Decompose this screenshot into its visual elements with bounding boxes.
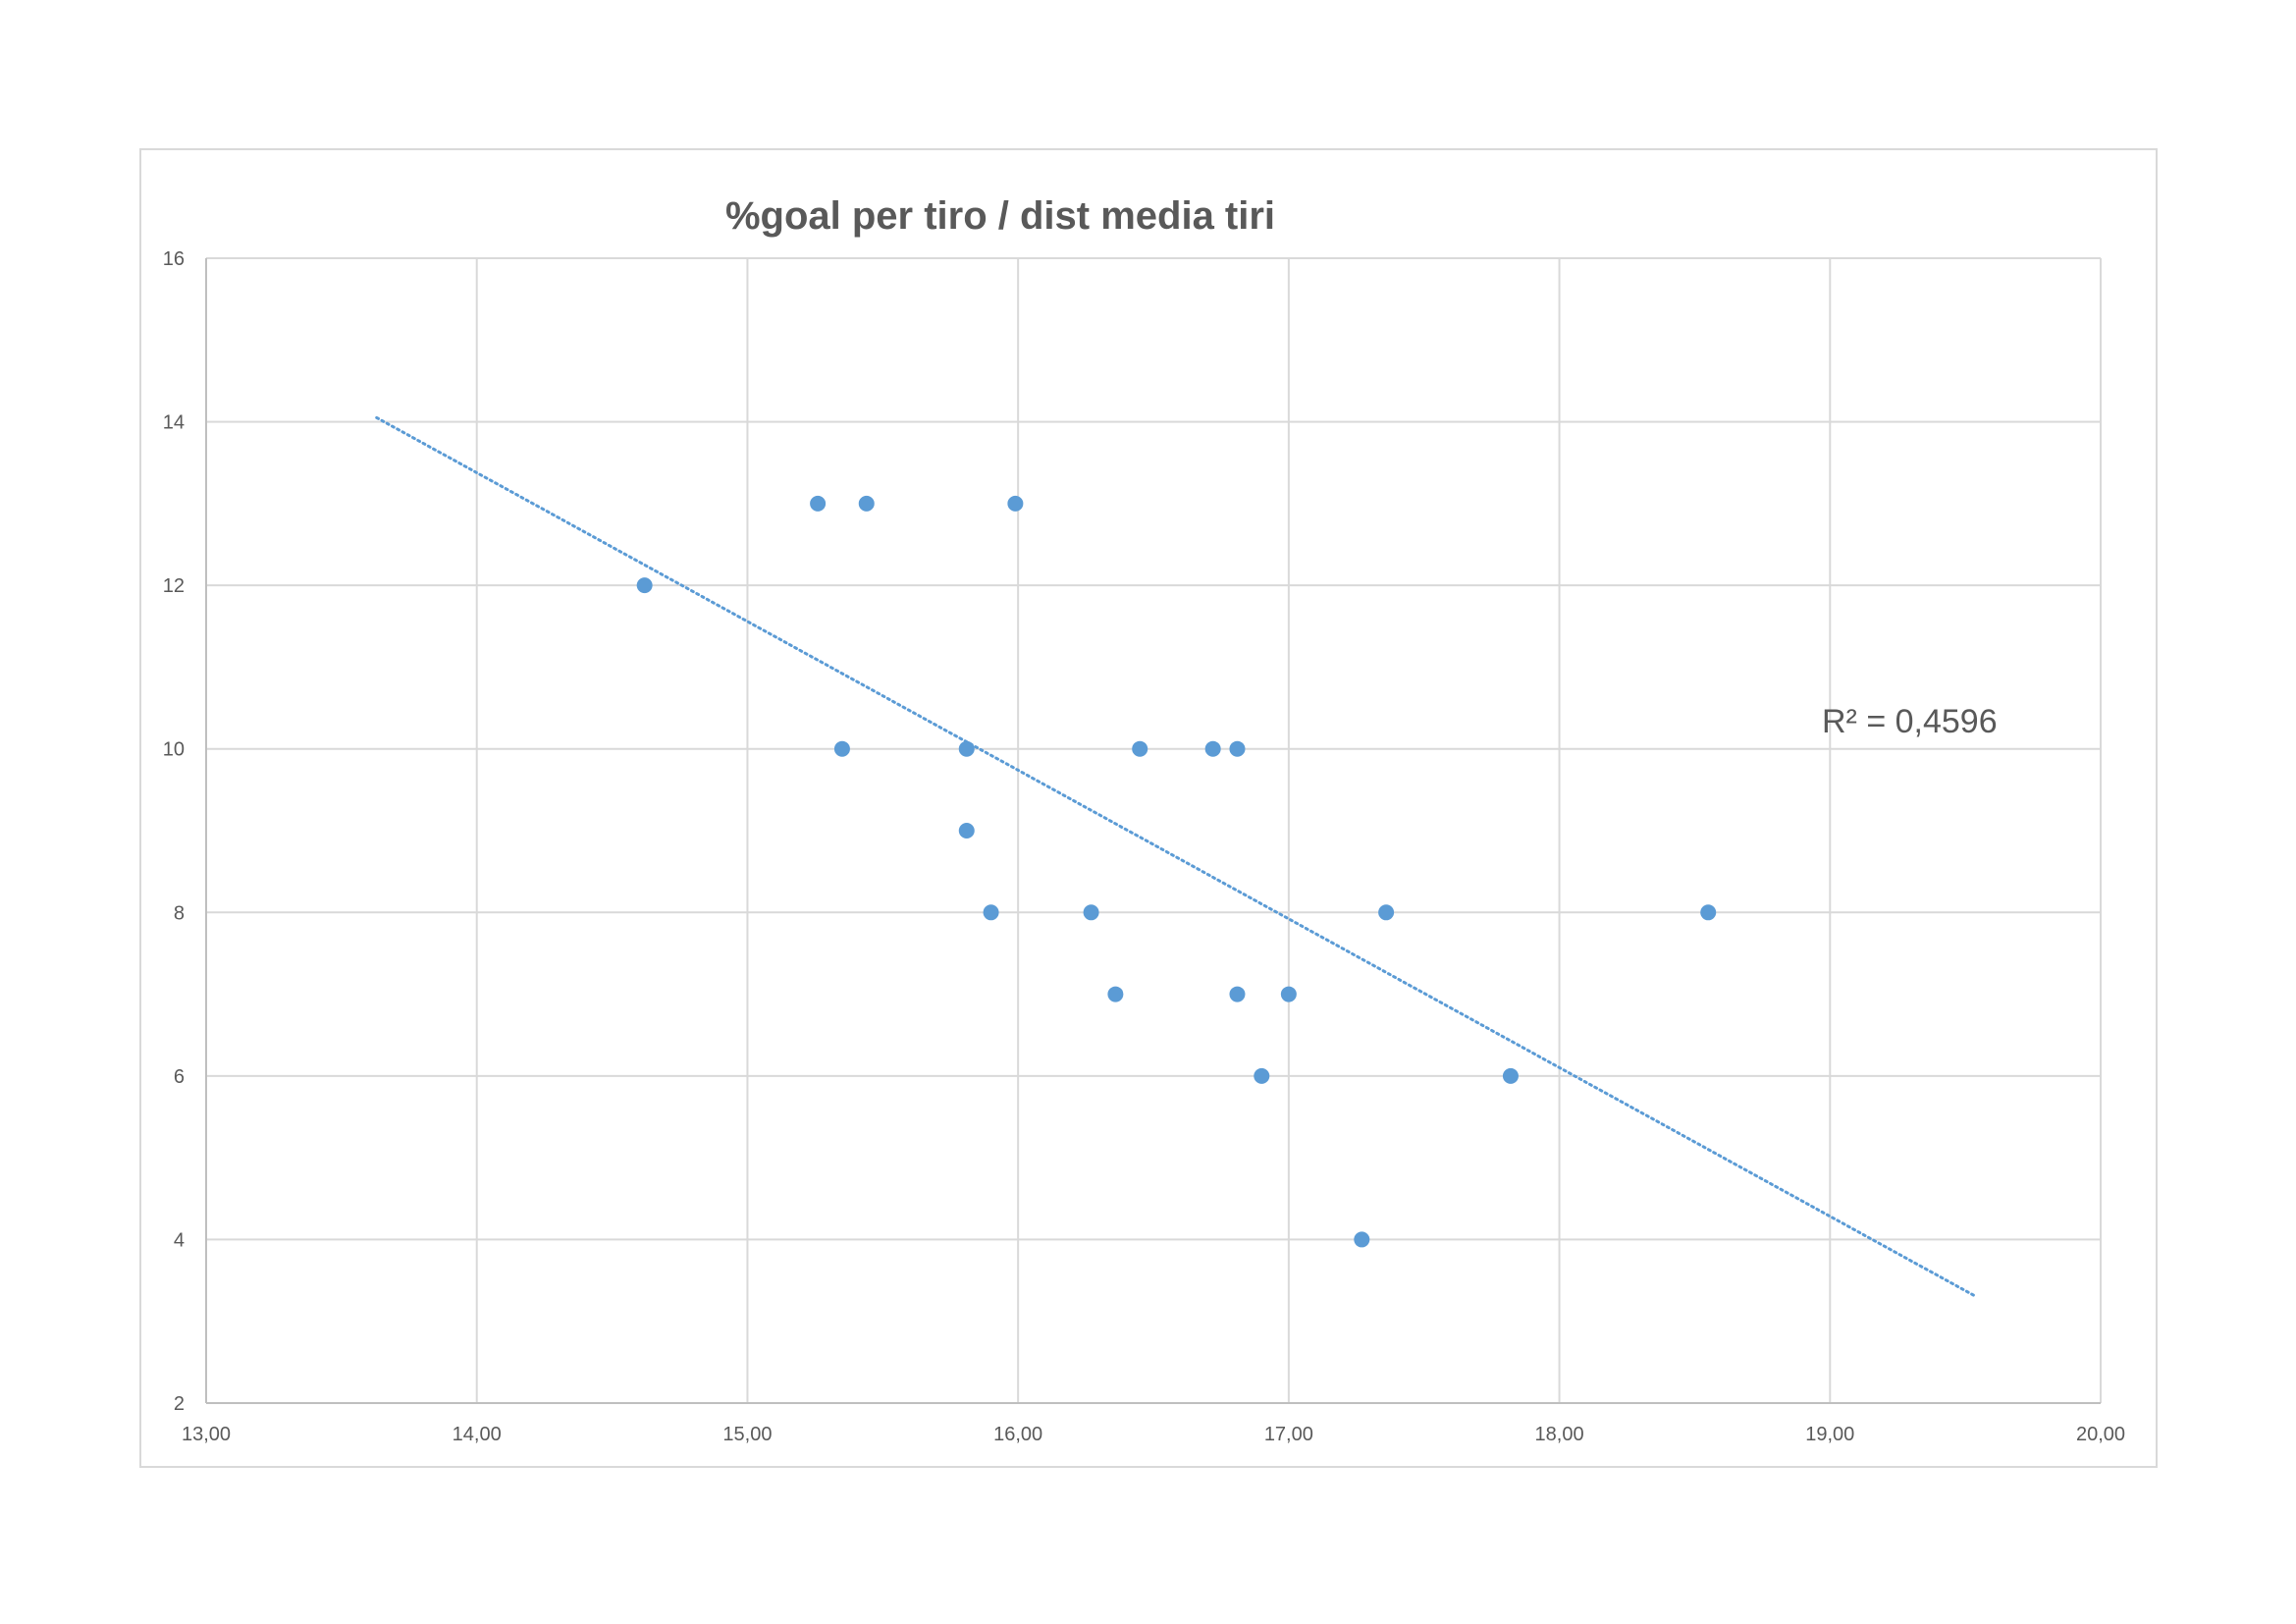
- y-tick-label: 10: [163, 739, 185, 761]
- x-tick-label: 19,00: [1805, 1424, 1854, 1445]
- data-point: [1502, 1067, 1519, 1084]
- data-point: [1378, 904, 1395, 921]
- data-point: [1700, 904, 1717, 921]
- data-points: [636, 495, 1717, 1248]
- data-point: [1229, 986, 1246, 1002]
- data-point: [858, 495, 875, 512]
- data-point: [1132, 740, 1148, 757]
- annotations: R² = 0,4596: [1822, 703, 1998, 740]
- data-point: [1280, 986, 1297, 1002]
- y-tick-label: 14: [163, 412, 185, 434]
- r-squared-label: R² = 0,4596: [1822, 703, 1998, 740]
- axes: [205, 258, 2101, 1404]
- data-point: [958, 823, 975, 839]
- data-point: [810, 495, 827, 512]
- data-point: [636, 577, 653, 594]
- y-tick-label: 6: [174, 1066, 185, 1088]
- data-point: [958, 740, 975, 757]
- data-point: [1254, 1067, 1270, 1084]
- x-tick-label: 18,00: [1535, 1424, 1584, 1445]
- x-tick-label: 17,00: [1264, 1424, 1313, 1445]
- data-point: [1107, 986, 1124, 1002]
- trendline-line: [375, 415, 1975, 1297]
- y-tick-labels: 2 4 6 8 10 12 14 16: [163, 248, 185, 1415]
- x-tick-label: 13,00: [182, 1424, 231, 1445]
- x-tick-label: 16,00: [993, 1424, 1042, 1445]
- y-tick-label: 4: [174, 1229, 185, 1251]
- scatter-chart: %goal per tiro / dist media tiri 2 4 6 8 10 1…: [163, 194, 2125, 1445]
- data-point: [1007, 495, 1024, 512]
- x-tick-label: 15,00: [722, 1424, 772, 1445]
- data-point: [1229, 740, 1246, 757]
- x-tick-label: 14,00: [453, 1424, 502, 1445]
- y-tick-label: 8: [174, 902, 185, 924]
- y-tick-label: 2: [174, 1393, 185, 1415]
- gridlines: [205, 257, 2102, 1404]
- data-point: [1204, 740, 1221, 757]
- data-point: [983, 904, 999, 921]
- y-tick-label: 12: [163, 575, 185, 597]
- x-tick-label: 20,00: [2076, 1424, 2125, 1445]
- x-tick-labels: 13,00 14,00 15,00 16,00 17,00 18,00 19,00 20,00: [182, 1424, 2125, 1445]
- chart-frame: %goal per tiro / dist media tiri 2 4 6 8 10 1…: [139, 148, 2158, 1468]
- data-point: [1083, 904, 1099, 921]
- trendline: [375, 415, 1975, 1297]
- data-point: [1354, 1231, 1370, 1248]
- data-point: [833, 740, 850, 757]
- chart-title: %goal per tiro / dist media tiri: [725, 194, 1275, 238]
- y-tick-label: 16: [163, 248, 185, 270]
